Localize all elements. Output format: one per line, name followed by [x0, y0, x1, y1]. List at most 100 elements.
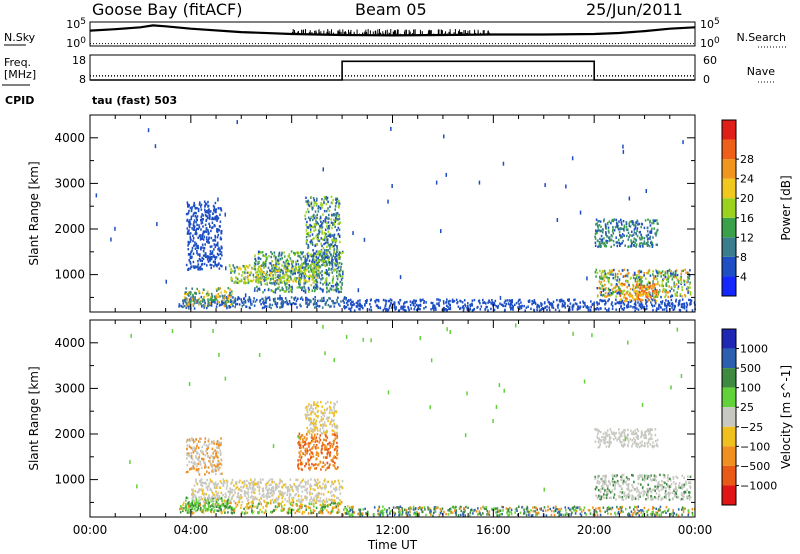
power-panel-cell — [257, 281, 259, 284]
velocity-panel-cell — [222, 478, 225, 481]
power-panel-cell — [337, 226, 340, 230]
power-panel-cell — [647, 287, 650, 291]
power-panel-cell — [661, 283, 664, 286]
power-panel-cell — [214, 201, 217, 205]
power-panel-cell — [563, 304, 565, 307]
velocity-panel-cell — [270, 483, 272, 486]
power-panel-cell — [338, 234, 341, 237]
power-panel-cell — [230, 300, 232, 303]
power-panel-cell — [289, 275, 292, 278]
velocity-panel-cell — [267, 481, 269, 484]
power-panel-cell — [224, 301, 227, 305]
power-panel-cell — [190, 250, 192, 254]
velocity-panel-cell — [316, 493, 318, 496]
velocity-panel-cell — [294, 511, 297, 515]
power-panel-cell — [261, 297, 263, 301]
velocity-panel-cell — [213, 508, 216, 512]
power-panel-cell — [328, 258, 330, 261]
power-panel-cell — [683, 302, 686, 305]
power-panel-cell — [315, 243, 317, 246]
power-panel-cell — [334, 301, 337, 305]
power-panel-cell — [323, 238, 326, 242]
power-panel-cell — [303, 282, 305, 285]
power-panel-cell — [309, 267, 312, 270]
power-panel-cell — [600, 277, 602, 280]
velocity-panel-cell — [282, 508, 285, 511]
power-panel-cell — [404, 309, 406, 312]
power-panel-cell — [306, 208, 309, 211]
velocity-panel-cell — [204, 506, 206, 510]
power-panel-cell — [675, 269, 678, 272]
power-panel-cell — [675, 294, 677, 297]
velocity-panel-cell — [329, 503, 332, 506]
power-panel-cell — [244, 267, 247, 270]
power-panel-cell — [653, 304, 656, 307]
power-panel-cell — [626, 269, 629, 272]
velocity-panel-cell — [261, 494, 263, 497]
power-panel-cell — [554, 308, 557, 311]
power-panel-cell — [646, 291, 648, 295]
power-panel-cell — [271, 252, 273, 255]
power-panel-cell — [191, 227, 193, 230]
power-panel-cell — [639, 275, 641, 278]
power-panel-cell — [216, 228, 219, 231]
power-panel-cell — [316, 276, 318, 280]
power-panel-cell — [562, 300, 565, 303]
velocity-panel-cell — [292, 489, 294, 493]
power-panel-cell — [356, 305, 358, 309]
velocity-panel-cell — [287, 512, 289, 515]
power-panel-cell — [208, 236, 210, 239]
power-panel-cell — [443, 302, 445, 305]
power-panel-cell — [316, 304, 319, 307]
velocity-panel-cell — [287, 509, 290, 513]
power-panel-cell — [653, 295, 655, 298]
power-panel-cell — [673, 274, 676, 278]
power-panel-cell — [332, 300, 334, 303]
velocity-panel-cell — [267, 495, 270, 498]
power-panel-cell — [257, 252, 260, 255]
power-panel-cell — [197, 253, 199, 256]
power-panel-cell — [511, 301, 513, 304]
velocity-panel-cell — [199, 498, 202, 501]
velocity-panel-cell — [223, 505, 226, 508]
power-panel-cell — [317, 273, 320, 276]
velocity-panel-cell — [231, 512, 233, 515]
power-panel-cell — [686, 285, 689, 289]
velocity-panel-cell — [227, 511, 229, 514]
power-panel-cell — [202, 218, 204, 221]
power-panel-cell — [677, 281, 680, 284]
velocity-panel-cell — [328, 463, 331, 466]
power-panel-cell — [338, 202, 340, 205]
velocity-panel-cell — [317, 454, 320, 458]
power-panel-cell — [638, 236, 641, 240]
power-panel-cell — [247, 271, 250, 274]
power-panel-cell — [288, 263, 291, 266]
velocity-panel-cell — [305, 451, 307, 454]
velocity-panel-cell — [327, 419, 329, 422]
power-panel-cell — [490, 307, 492, 311]
power-panel-cell — [298, 274, 301, 277]
velocity-panel-cell — [231, 478, 234, 482]
power-panel-cell — [234, 281, 236, 284]
power-panel-cell — [626, 299, 628, 302]
power-panel-cell — [209, 224, 211, 228]
power-panel-cell — [596, 307, 599, 310]
power-panel-cell — [336, 249, 339, 252]
power-panel-cell — [197, 236, 199, 239]
power-panel-cell — [315, 250, 318, 253]
velocity-panel-cell — [337, 479, 340, 482]
power-panel-cell — [635, 283, 638, 286]
power-panel-cell — [385, 302, 387, 305]
power-panel-cell — [635, 276, 638, 279]
velocity-panel-cell — [296, 499, 299, 502]
power-panel-cell — [188, 294, 190, 297]
power-panel-cell — [211, 300, 213, 304]
power-panel-cell — [233, 301, 235, 304]
velocity-panel-cell — [325, 434, 327, 437]
velocity-panel-cell — [265, 494, 267, 498]
velocity-panel-cell — [331, 459, 333, 462]
power-panel-cell — [332, 254, 335, 258]
velocity-panel-cell — [310, 485, 313, 488]
power-panel-cell — [689, 298, 692, 302]
power-panel-cell — [260, 280, 262, 284]
